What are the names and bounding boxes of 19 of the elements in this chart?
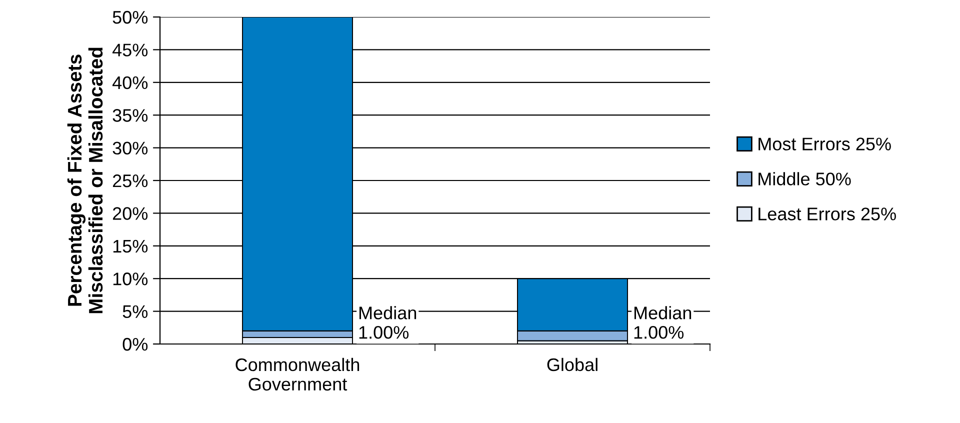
y-tick-label: 30%: [112, 142, 148, 155]
y-tick-label: 40%: [112, 76, 148, 90]
y-tick-label: 25%: [112, 174, 148, 188]
y-tick-label: 5%: [122, 305, 148, 318]
y-tick-label: 45%: [112, 44, 148, 56]
legend-label: Most Errors 25%: [758, 138, 891, 150]
y-tick-label: 15%: [113, 240, 148, 253]
y-tick-label: 0%: [122, 338, 148, 351]
annotation: Median 1.00%: [359, 306, 416, 339]
y-axis-title: Percentage of Fixed Assets Misclassified or Misallocated: [67, 48, 103, 314]
legend-label: Least Errors 25%: [758, 208, 896, 220]
y-tick-label: 10%: [113, 272, 148, 286]
y-tick-label: 50%: [112, 10, 148, 24]
legend-label: Middle 50%: [758, 172, 851, 186]
y-tick-label: 20%: [112, 207, 148, 220]
y-tick-label: 35%: [112, 109, 148, 122]
x-tick-label: Global: [547, 358, 598, 372]
x-tick-label: Commonwealth Government: [236, 358, 360, 391]
annotation: Median 1.00%: [634, 306, 692, 339]
